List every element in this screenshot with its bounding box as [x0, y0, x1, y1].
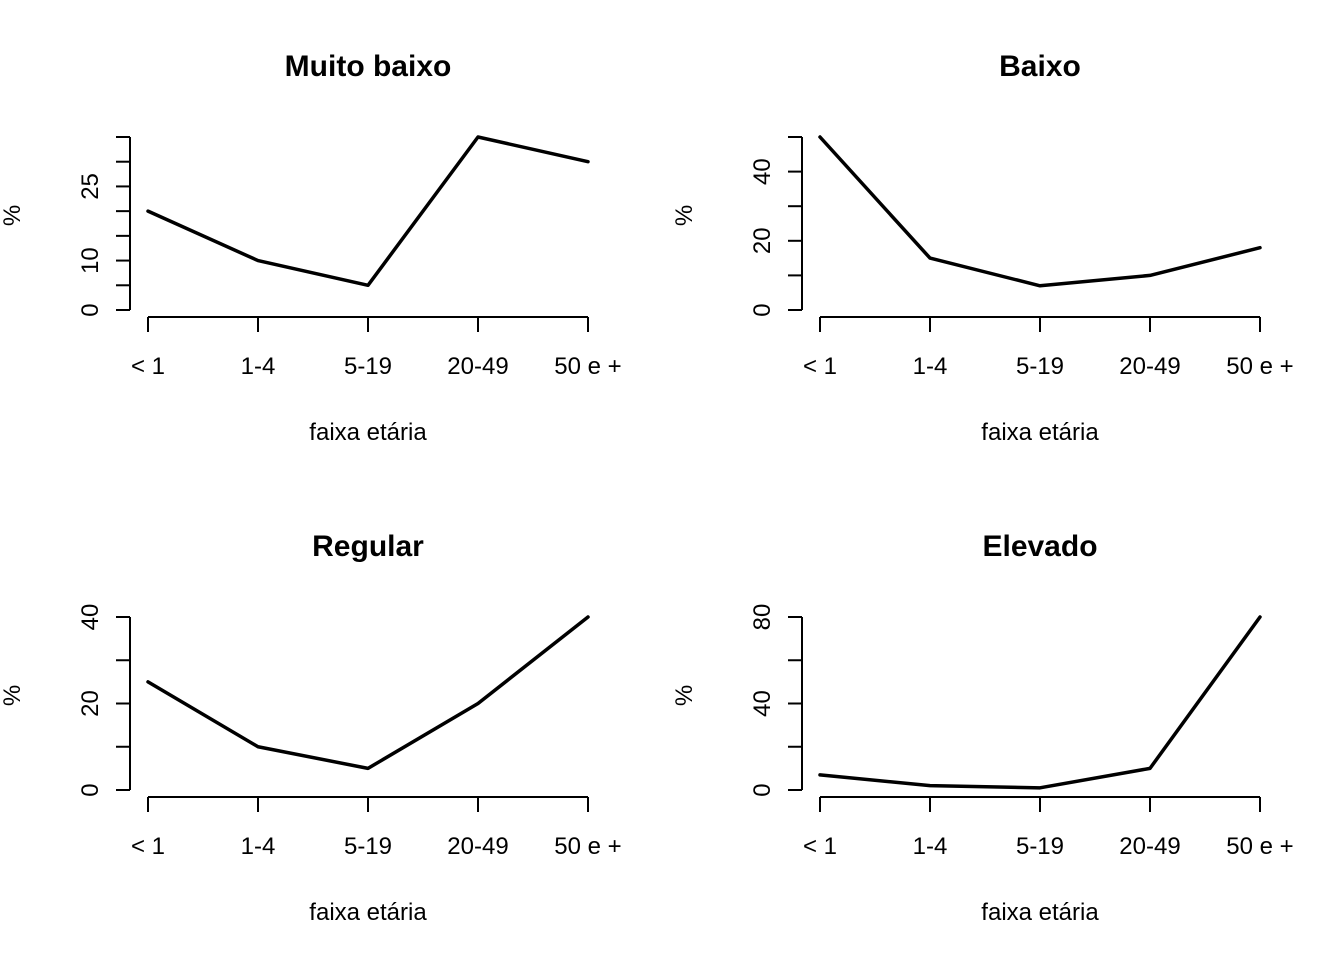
- x-tick-label: 20-49: [1119, 833, 1180, 860]
- panel-title: Elevado: [982, 530, 1097, 563]
- y-axis-label: %: [0, 685, 26, 706]
- panel-elevado: Elevado faixa etária % 0 40 80 < 1 1-4 5-19 20…: [671, 530, 1294, 926]
- y-tick-label: 20: [77, 690, 104, 717]
- y-tick-label: 40: [77, 604, 104, 631]
- x-tick-label: 50 e +: [1226, 833, 1293, 860]
- x-axis-label: faixa etária: [309, 419, 427, 446]
- x-axis-label: faixa etária: [309, 899, 427, 926]
- x-tick-label: < 1: [803, 833, 837, 860]
- x-tick-label: 50 e +: [554, 833, 621, 860]
- x-tick-label: < 1: [131, 353, 165, 380]
- series-line: [146, 615, 590, 771]
- y-tick-label: 25: [77, 173, 104, 200]
- x-tick-label: 50 e +: [1226, 353, 1293, 380]
- panel-muito-baixo: Muito baixo faixa etária % 0 10 25 < 1 1-4 5-…: [0, 50, 622, 446]
- x-tick-label: 20-49: [447, 353, 508, 380]
- y-tick-label: 40: [749, 158, 776, 185]
- x-tick-label: 20-49: [1119, 353, 1180, 380]
- panel-baixo: Baixo faixa etária % 0 20 40 < 1 1-4 5-19 20-4…: [671, 50, 1294, 446]
- x-tick-label: 20-49: [447, 833, 508, 860]
- x-tick-label: 5-19: [1016, 353, 1064, 380]
- y-tick-label: 10: [77, 247, 104, 274]
- x-tick-label: 1-4: [913, 833, 948, 860]
- x-tick-label: 5-19: [344, 833, 392, 860]
- panel-title: Baixo: [999, 50, 1081, 83]
- x-tick-label: < 1: [803, 353, 837, 380]
- x-tick-label: 1-4: [913, 353, 948, 380]
- y-axis-label: %: [671, 205, 698, 226]
- y-tick-label: 0: [749, 783, 776, 796]
- series-line: [818, 135, 1262, 288]
- x-tick-label: 5-19: [1016, 833, 1064, 860]
- x-tick-label: 50 e +: [554, 353, 621, 380]
- y-tick-label: 20: [749, 227, 776, 254]
- panel-title: Regular: [312, 530, 424, 563]
- y-axis-label: %: [0, 205, 26, 226]
- panel-regular: Regular faixa etária % 0 20 40 < 1 1-4 5-19 20…: [0, 530, 622, 926]
- y-axis-label: %: [671, 685, 698, 706]
- y-tick-label: 0: [77, 783, 104, 796]
- series-line: [818, 615, 1262, 790]
- y-tick-label: 40: [749, 690, 776, 717]
- x-tick-label: 1-4: [241, 833, 276, 860]
- y-tick-label: 0: [749, 303, 776, 316]
- series-line: [146, 135, 590, 288]
- x-axis-label: faixa etária: [981, 419, 1099, 446]
- x-tick-label: < 1: [131, 833, 165, 860]
- x-axis-label: faixa etária: [981, 899, 1099, 926]
- y-tick-label: 80: [749, 604, 776, 631]
- panel-title: Muito baixo: [285, 50, 452, 83]
- x-tick-label: 5-19: [344, 353, 392, 380]
- x-tick-label: 1-4: [241, 353, 276, 380]
- y-tick-label: 0: [77, 303, 104, 316]
